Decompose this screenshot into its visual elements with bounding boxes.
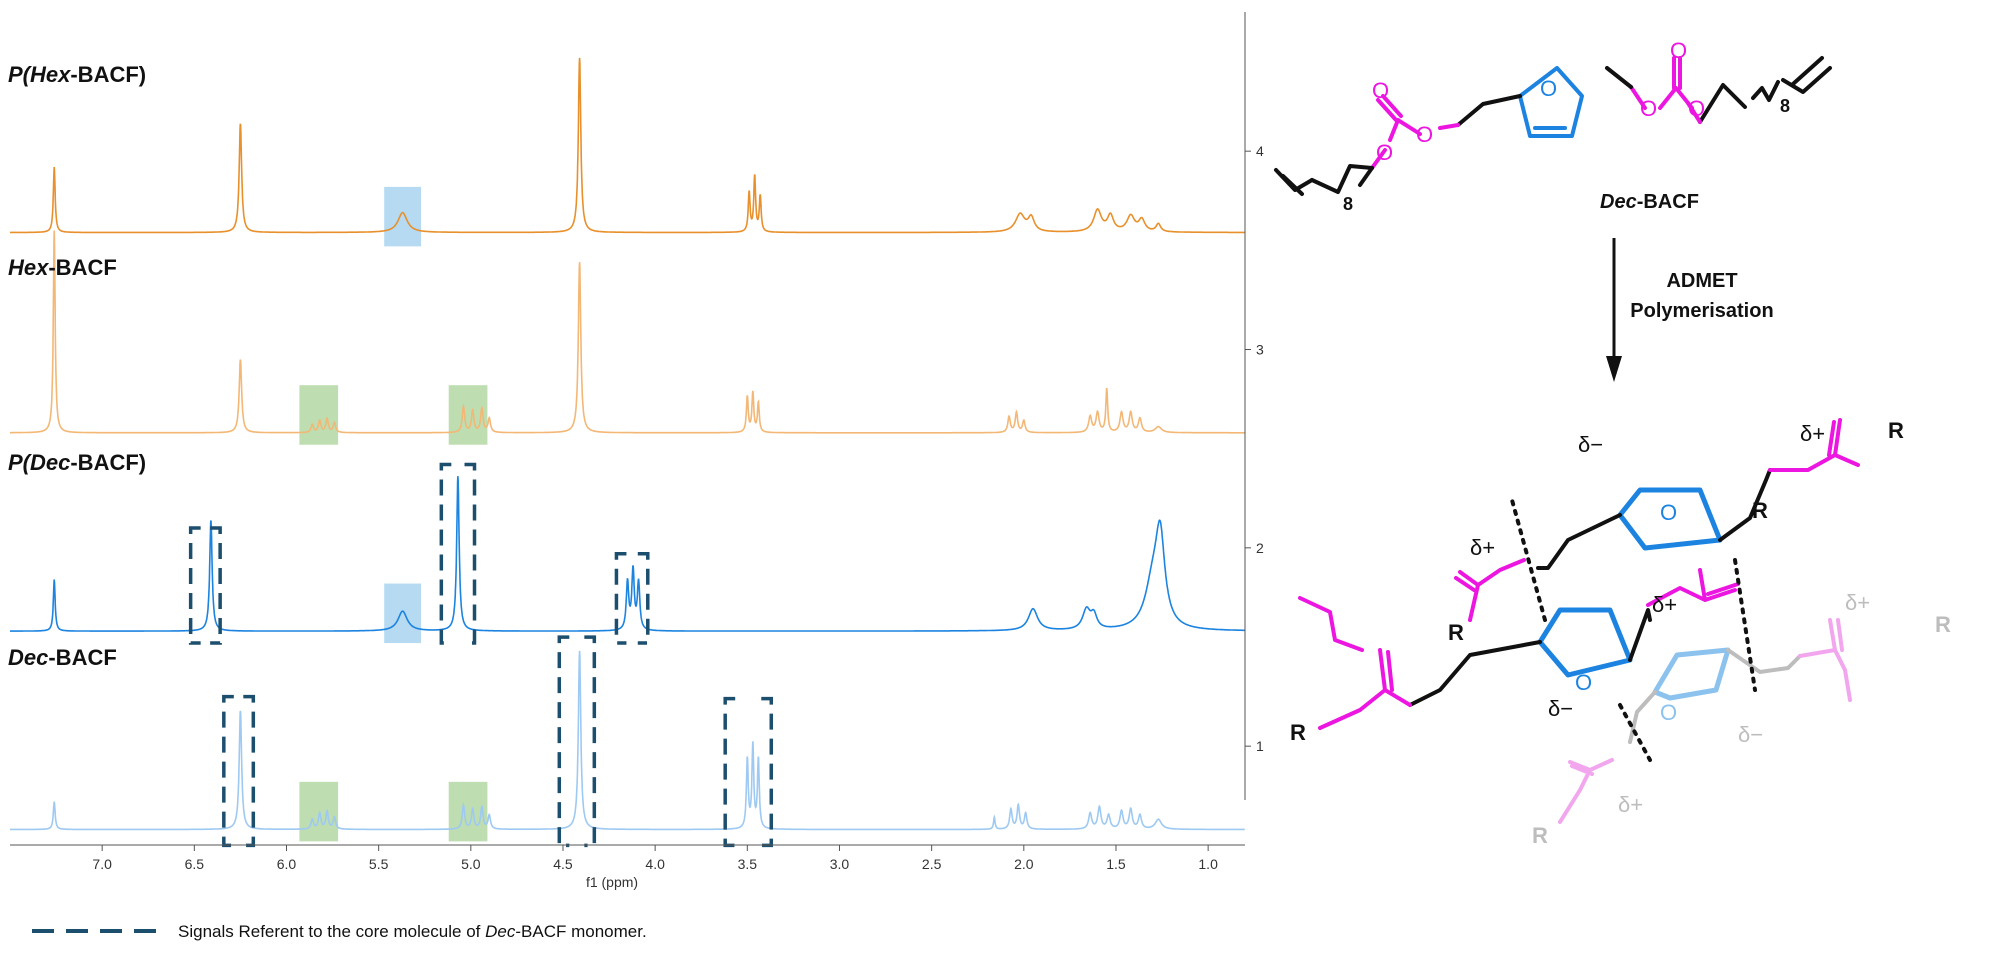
oxygen-label: O	[1670, 38, 1687, 63]
dashed-signal-box	[439, 462, 477, 645]
dashed-signal-box	[188, 526, 222, 645]
highlight-box	[384, 583, 422, 644]
r-group-label: R	[1290, 720, 1306, 745]
delta-minus-label: δ−	[1578, 432, 1603, 457]
legend-text-italic: Dec	[485, 922, 516, 941]
trace-label-dec-bacf: Dec-BACF	[8, 645, 117, 670]
x-tick-label: 6.5	[185, 856, 205, 872]
oxygen-label: O	[1372, 78, 1389, 103]
oxygen-label: O	[1540, 76, 1557, 101]
y-tick-label: 2	[1256, 540, 1264, 556]
oxygen-label: O	[1688, 96, 1705, 121]
delta-minus-label: δ−	[1548, 696, 1573, 721]
x-tick-label: 1.5	[1106, 856, 1126, 872]
r-group-label: R	[1532, 823, 1548, 848]
r-group-label: R	[1888, 418, 1904, 443]
delta-plus-label: δ+	[1800, 421, 1825, 446]
x-tick-label: 3.5	[738, 856, 758, 872]
r-group-label: R	[1935, 612, 1951, 637]
spectrum-trace-hex-bacf	[10, 230, 1245, 434]
delta-minus-label: δ−	[1738, 722, 1763, 747]
x-tick-label: 2.0	[1014, 856, 1034, 872]
spectrum-trace-dec-bacf	[10, 650, 1245, 831]
x-tick-label: 2.5	[922, 856, 942, 872]
delta-plus-label: δ+	[1652, 592, 1677, 617]
y-tick-label: 4	[1256, 143, 1264, 159]
dashed-signal-box	[614, 552, 650, 645]
trace-label-rest: -BACF)	[70, 450, 146, 475]
polymer-labels: δ− δ+ R R δ+ δ+ R δ− R δ− δ+ R δ+ R O O …	[1290, 418, 1951, 848]
x-tick-label: 4.5	[553, 856, 573, 872]
x-tick-label: 5.5	[369, 856, 389, 872]
delta-plus-label: δ+	[1618, 792, 1643, 817]
x-tick-label: 4.0	[645, 856, 665, 872]
delta-plus-label: δ+	[1845, 590, 1870, 615]
oxygen-label: O	[1416, 122, 1433, 147]
spectrum-trace-p-hex-bacf	[10, 57, 1245, 234]
legend-text: Signals Referent to the core molecule of…	[178, 922, 647, 941]
reaction-condition-line2: Polymerisation	[1630, 300, 1773, 322]
x-axis-label: f1 (ppm)	[586, 874, 638, 890]
reaction-condition-line1: ADMET	[1666, 270, 1737, 292]
reaction-scheme: O O O O O O O 8 8 Dec-BACF ADMET Polymer…	[1274, 38, 1951, 848]
trace-label-rest: -BACF)	[70, 62, 146, 87]
trace-label-p-hex-bacf: P(Hex-BACF)	[8, 62, 146, 87]
trace-label-rest: -BACF	[48, 255, 116, 280]
trace-label-italic: P(Dec	[8, 450, 70, 475]
monomer-atom-labels: O O O O O O O 8 8	[1343, 38, 1790, 214]
polymer-stacking-structure	[1298, 420, 1858, 824]
trace-label-rest: -BACF	[48, 645, 116, 670]
x-tick-label: 6.0	[277, 856, 297, 872]
x-tick-label: 3.0	[830, 856, 850, 872]
spectra-traces	[10, 57, 1245, 831]
trace-label-p-dec-bacf: P(Dec-BACF)	[8, 450, 146, 475]
spectrum-trace-p-dec-bacf	[10, 476, 1245, 632]
nmr-chart: 7.0 6.5 6.0 5.5 5.0 4.5 4.0 3.5 3.0 2.5 2.0 1.5 1.0 …	[8, 12, 1264, 941]
delta-plus-label: δ+	[1470, 535, 1495, 560]
monomer-name: Dec-BACF	[1600, 191, 1699, 213]
r-group-label: R	[1448, 620, 1464, 645]
legend-text-part: Signals Referent to the core molecule of	[178, 922, 485, 941]
legend-text-part: -BACF monomer.	[515, 922, 646, 941]
subscript-count: 8	[1780, 96, 1790, 116]
trace-label-italic: Hex	[8, 255, 49, 280]
x-tick-label: 7.0	[92, 856, 112, 872]
oxygen-label: O	[1660, 700, 1677, 725]
monomer-name-rest: -BACF	[1637, 191, 1699, 213]
reaction-arrow	[1606, 238, 1622, 382]
highlight-box	[299, 781, 339, 842]
y-tick-label: 3	[1256, 342, 1264, 358]
subscript-count: 8	[1343, 194, 1353, 214]
oxygen-label: O	[1640, 96, 1657, 121]
legend: Signals Referent to the core molecule of…	[32, 922, 647, 941]
highlight-box	[384, 186, 422, 247]
x-axis-ticks: 7.0 6.5 6.0 5.5 5.0 4.5 4.0 3.5 3.0 2.5 2.0 1.5 1.0	[92, 845, 1218, 872]
y-axis-ticks: 1 2 3 4	[1245, 143, 1264, 754]
y-tick-label: 1	[1256, 738, 1264, 754]
x-tick-label: 1.0	[1198, 856, 1218, 872]
oxygen-label: O	[1660, 500, 1677, 525]
trace-label-italic: Dec	[8, 645, 48, 670]
highlight-box	[299, 385, 339, 445]
trace-label-italic: P(Hex	[8, 62, 71, 87]
monomer-structure	[1274, 56, 1832, 196]
trace-label-hex-bacf: Hex-BACF	[8, 255, 117, 280]
oxygen-label: O	[1376, 140, 1393, 165]
r-group-label: R	[1752, 498, 1768, 523]
oxygen-label: O	[1575, 670, 1592, 695]
monomer-name-italic: Dec	[1600, 191, 1637, 213]
dashed-signal-box	[557, 635, 597, 848]
x-tick-label: 5.0	[461, 856, 481, 872]
